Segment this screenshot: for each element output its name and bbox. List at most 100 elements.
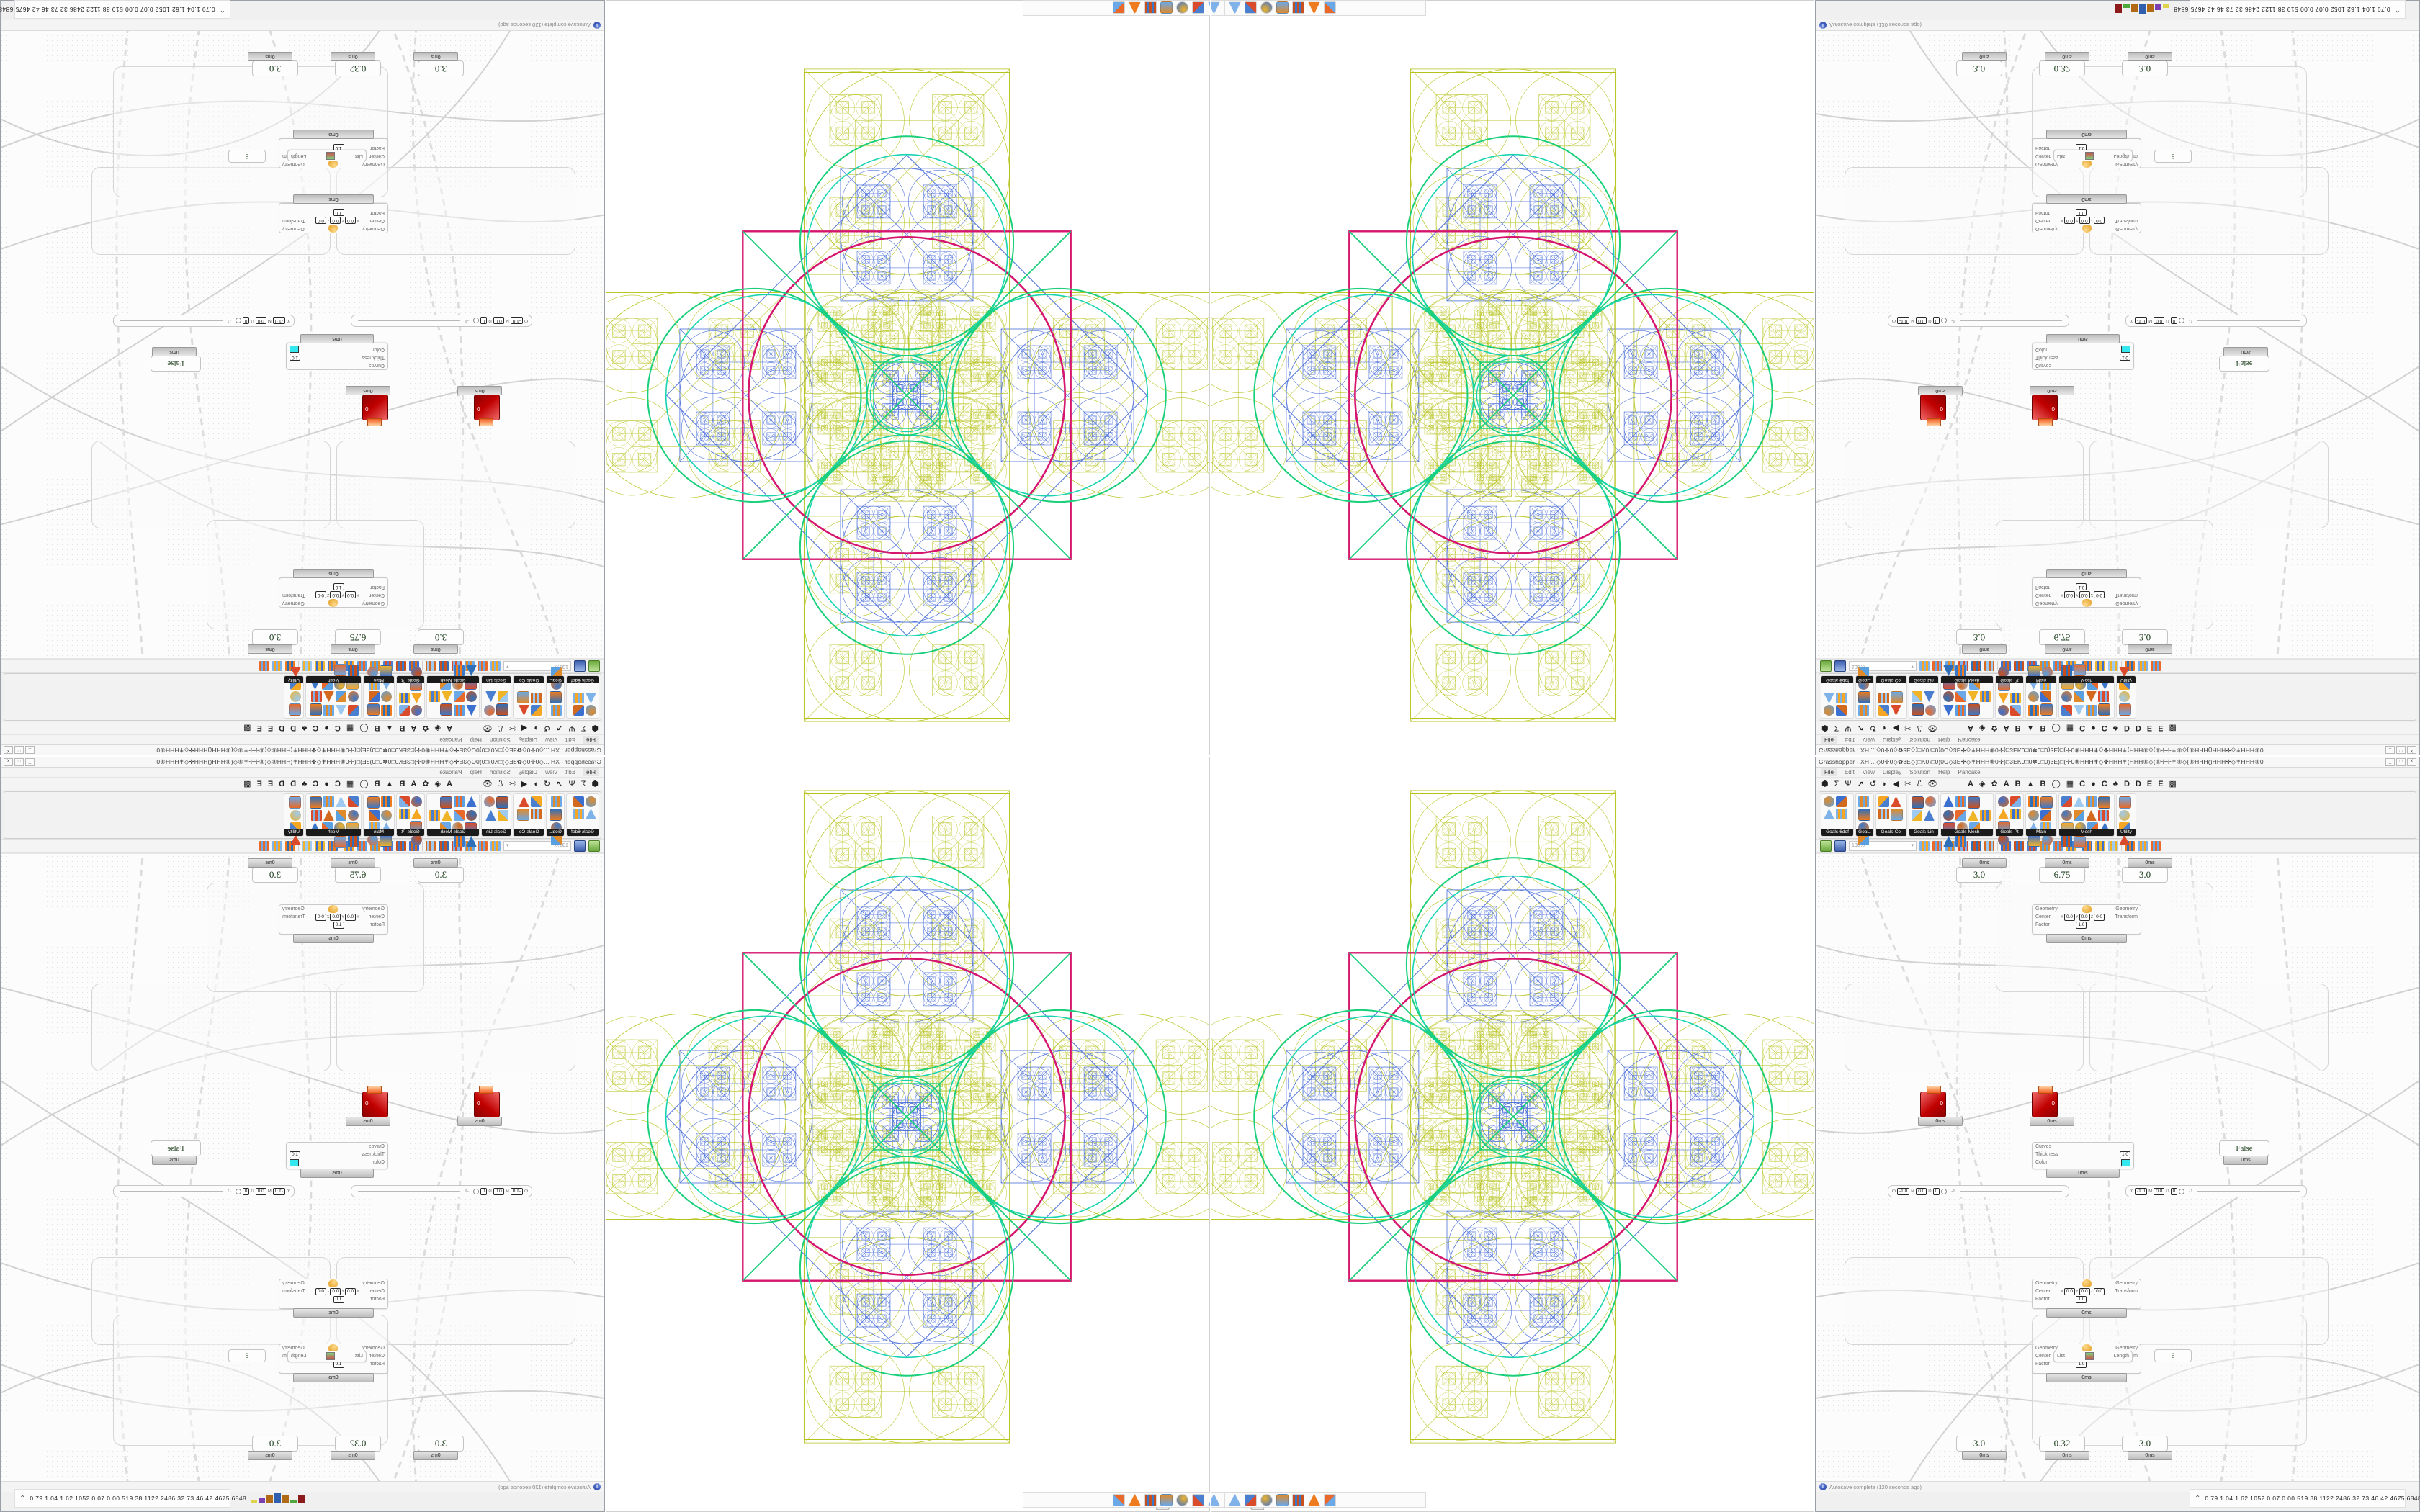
list-length-component[interactable]: List Length [287, 150, 367, 161]
glyph-curve-icon[interactable]: ↺ [1869, 724, 1877, 732]
component-icon[interactable] [2119, 703, 2131, 716]
component-icon[interactable] [2010, 705, 2021, 716]
component-icon[interactable] [2061, 810, 2072, 821]
ribbon-tab-label[interactable]: Mesh [2059, 676, 2114, 683]
glyph-params-icon[interactable]: ⬢ [591, 724, 599, 732]
ribbon-group-goals-6dof[interactable]: Goals-6dof [1821, 793, 1854, 837]
ribbon-tab-label[interactable]: GoaL. [1856, 676, 1873, 683]
component-icon[interactable] [1912, 691, 1922, 702]
component-icon[interactable] [2098, 810, 2109, 821]
gh-canvas[interactable]: 3.0 0ms 6.75 0ms 3.0 0ms 3.0 0ms 0.32 0ms 3.0 0ms Ge… [1, 20, 604, 659]
glyph-plugin-a2-icon[interactable]: A [2003, 724, 2009, 733]
ribbon-tab-label[interactable]: Goals-Col [1876, 676, 1906, 683]
gh-canvas[interactable]: 3.0 0ms 6.75 0ms 3.0 0ms 3.0 0ms 0.32 0ms 3.0 0ms Ge… [1816, 20, 2419, 659]
ribbon-tab-label[interactable]: Goals-6dof [1821, 676, 1853, 683]
number-panel[interactable]: 3.0 [1956, 60, 2002, 76]
menu-item-edit[interactable]: Edit [565, 737, 576, 743]
center-x-input[interactable]: 0.0 [2063, 1287, 2075, 1295]
component-icon[interactable] [517, 809, 529, 821]
glyph-plugin-e2-icon[interactable]: E [2158, 724, 2164, 733]
glyph-plugin-d1-icon[interactable]: D [290, 724, 297, 733]
list-length-component[interactable]: List Length [287, 1351, 367, 1362]
component-icon[interactable] [2086, 796, 2097, 807]
preview-teal-icon[interactable] [302, 661, 312, 671]
center-z-input[interactable]: 0.0 [2094, 591, 2105, 599]
component-icon[interactable] [336, 691, 346, 702]
glyph-maths-icon[interactable]: Σ [1834, 779, 1839, 788]
component-icon[interactable] [2074, 705, 2084, 716]
list-length-component[interactable]: List Length [2053, 1351, 2133, 1362]
ribbon-group-goals-pt[interactable]: Goals-Pt [1995, 667, 2024, 719]
render-icon[interactable] [315, 661, 325, 671]
factor-input[interactable]: 1.0 [333, 583, 344, 591]
component-icon[interactable] [1955, 691, 1966, 702]
chevron-down-icon[interactable]: ▾ [506, 664, 509, 669]
preview-icon[interactable] [478, 661, 488, 671]
ribbon-group-utility[interactable]: Utility [284, 675, 304, 719]
save-file-icon[interactable] [1834, 840, 1846, 852]
component-icon[interactable] [290, 691, 301, 702]
glyph-params-icon[interactable]: ⬢ [591, 780, 599, 788]
glyph-plugin-e1-icon[interactable]: E [267, 779, 274, 788]
glyph-intersect-icon[interactable]: ✂ [508, 780, 516, 788]
component-icon[interactable] [399, 705, 410, 716]
ribbon-group-goals-pt[interactable]: Goals-Pt [1995, 793, 2024, 845]
slider-digits-input[interactable]: 0 [1932, 1187, 1940, 1195]
component-icon[interactable] [454, 691, 465, 702]
slider-track[interactable] [120, 320, 223, 321]
glyph-plugin-diamond-icon[interactable]: ◈ [434, 780, 441, 788]
ribbon-tab-label[interactable]: Main [2026, 676, 2056, 683]
gha-icon[interactable] [1984, 841, 1994, 851]
zoom-extents-icon[interactable] [490, 841, 501, 851]
component-icon[interactable] [1858, 834, 1869, 845]
glyph-plugin-grid-icon[interactable]: ▦ [2066, 724, 2074, 732]
glyph-maths-icon[interactable]: Σ [581, 779, 586, 788]
list-count-panel[interactable]: 6 [228, 150, 266, 163]
open-file-icon[interactable] [588, 660, 600, 672]
kangaroo-solver-component[interactable]: 0 [1920, 395, 1946, 426]
minimize-button[interactable]: _ [25, 746, 35, 755]
center-z-input[interactable]: 0.0 [2094, 1287, 2105, 1295]
ribbon-group-goals-col[interactable]: Goals-Col [513, 675, 544, 719]
glyph-plugin-a1-icon[interactable]: A [447, 779, 452, 788]
number-panel[interactable]: 6.75 [2039, 629, 2085, 645]
color-swatch[interactable] [290, 1158, 299, 1166]
ribbon-tab-label[interactable]: Utility [284, 829, 303, 836]
zoom-extents-icon[interactable] [1919, 661, 1930, 671]
glyph-plugin-dot-icon[interactable]: ● [324, 724, 329, 733]
ribbon-group-main[interactable]: Main [363, 793, 395, 847]
ribbon-group-goals-col[interactable]: Goals-Col [1876, 675, 1907, 719]
glyph-sets-icon[interactable]: Ψ [568, 779, 575, 788]
glyph-plugin-d1-icon[interactable]: D [290, 779, 297, 788]
component-icon[interactable] [454, 836, 465, 847]
component-icon[interactable] [348, 705, 359, 716]
center-x-input[interactable]: 0.0 [2063, 217, 2075, 225]
menu-item-help[interactable]: Help [1938, 737, 1950, 743]
ribbon-group-goals-mesh[interactable]: Goals-Mesh [1940, 665, 1994, 719]
ribbon-tab-label[interactable]: GoaL. [547, 676, 564, 683]
minimize-button[interactable]: _ [25, 757, 35, 766]
ribbon-group-goals-6dof[interactable]: Goals-6dof [566, 793, 599, 837]
center-z-input[interactable]: 0.0 [315, 591, 326, 599]
preview-teal-icon[interactable] [2108, 661, 2118, 671]
component-icon[interactable] [323, 705, 334, 716]
component-icon[interactable] [1943, 810, 1954, 821]
factor-input[interactable]: 1.0 [2076, 209, 2087, 217]
component-icon[interactable] [1998, 796, 2009, 807]
render-icon[interactable] [315, 841, 325, 851]
preview-orange-icon[interactable] [272, 661, 282, 671]
center-z-input[interactable]: 0.0 [2094, 913, 2105, 921]
component-icon[interactable] [1924, 691, 1935, 702]
component-icon[interactable] [1836, 809, 1847, 819]
slider-digits-input[interactable]: 0 [2170, 1187, 2178, 1195]
component-icon[interactable] [290, 810, 301, 821]
glyph-plugin-club-icon[interactable]: ♣ [2112, 724, 2118, 733]
number-slider[interactable]: m -1.0 M 0.0 D 0 -1 [1888, 315, 2069, 327]
menu-item-edit[interactable]: Edit [1844, 769, 1855, 775]
slider-min-input[interactable]: -1.0 [2135, 317, 2148, 325]
number-panel[interactable]: 3.0 [252, 867, 298, 883]
component-icon[interactable] [1878, 796, 1889, 807]
ribbon-tab-label[interactable]: Utility [2117, 829, 2136, 836]
color-swatch[interactable] [290, 346, 299, 354]
